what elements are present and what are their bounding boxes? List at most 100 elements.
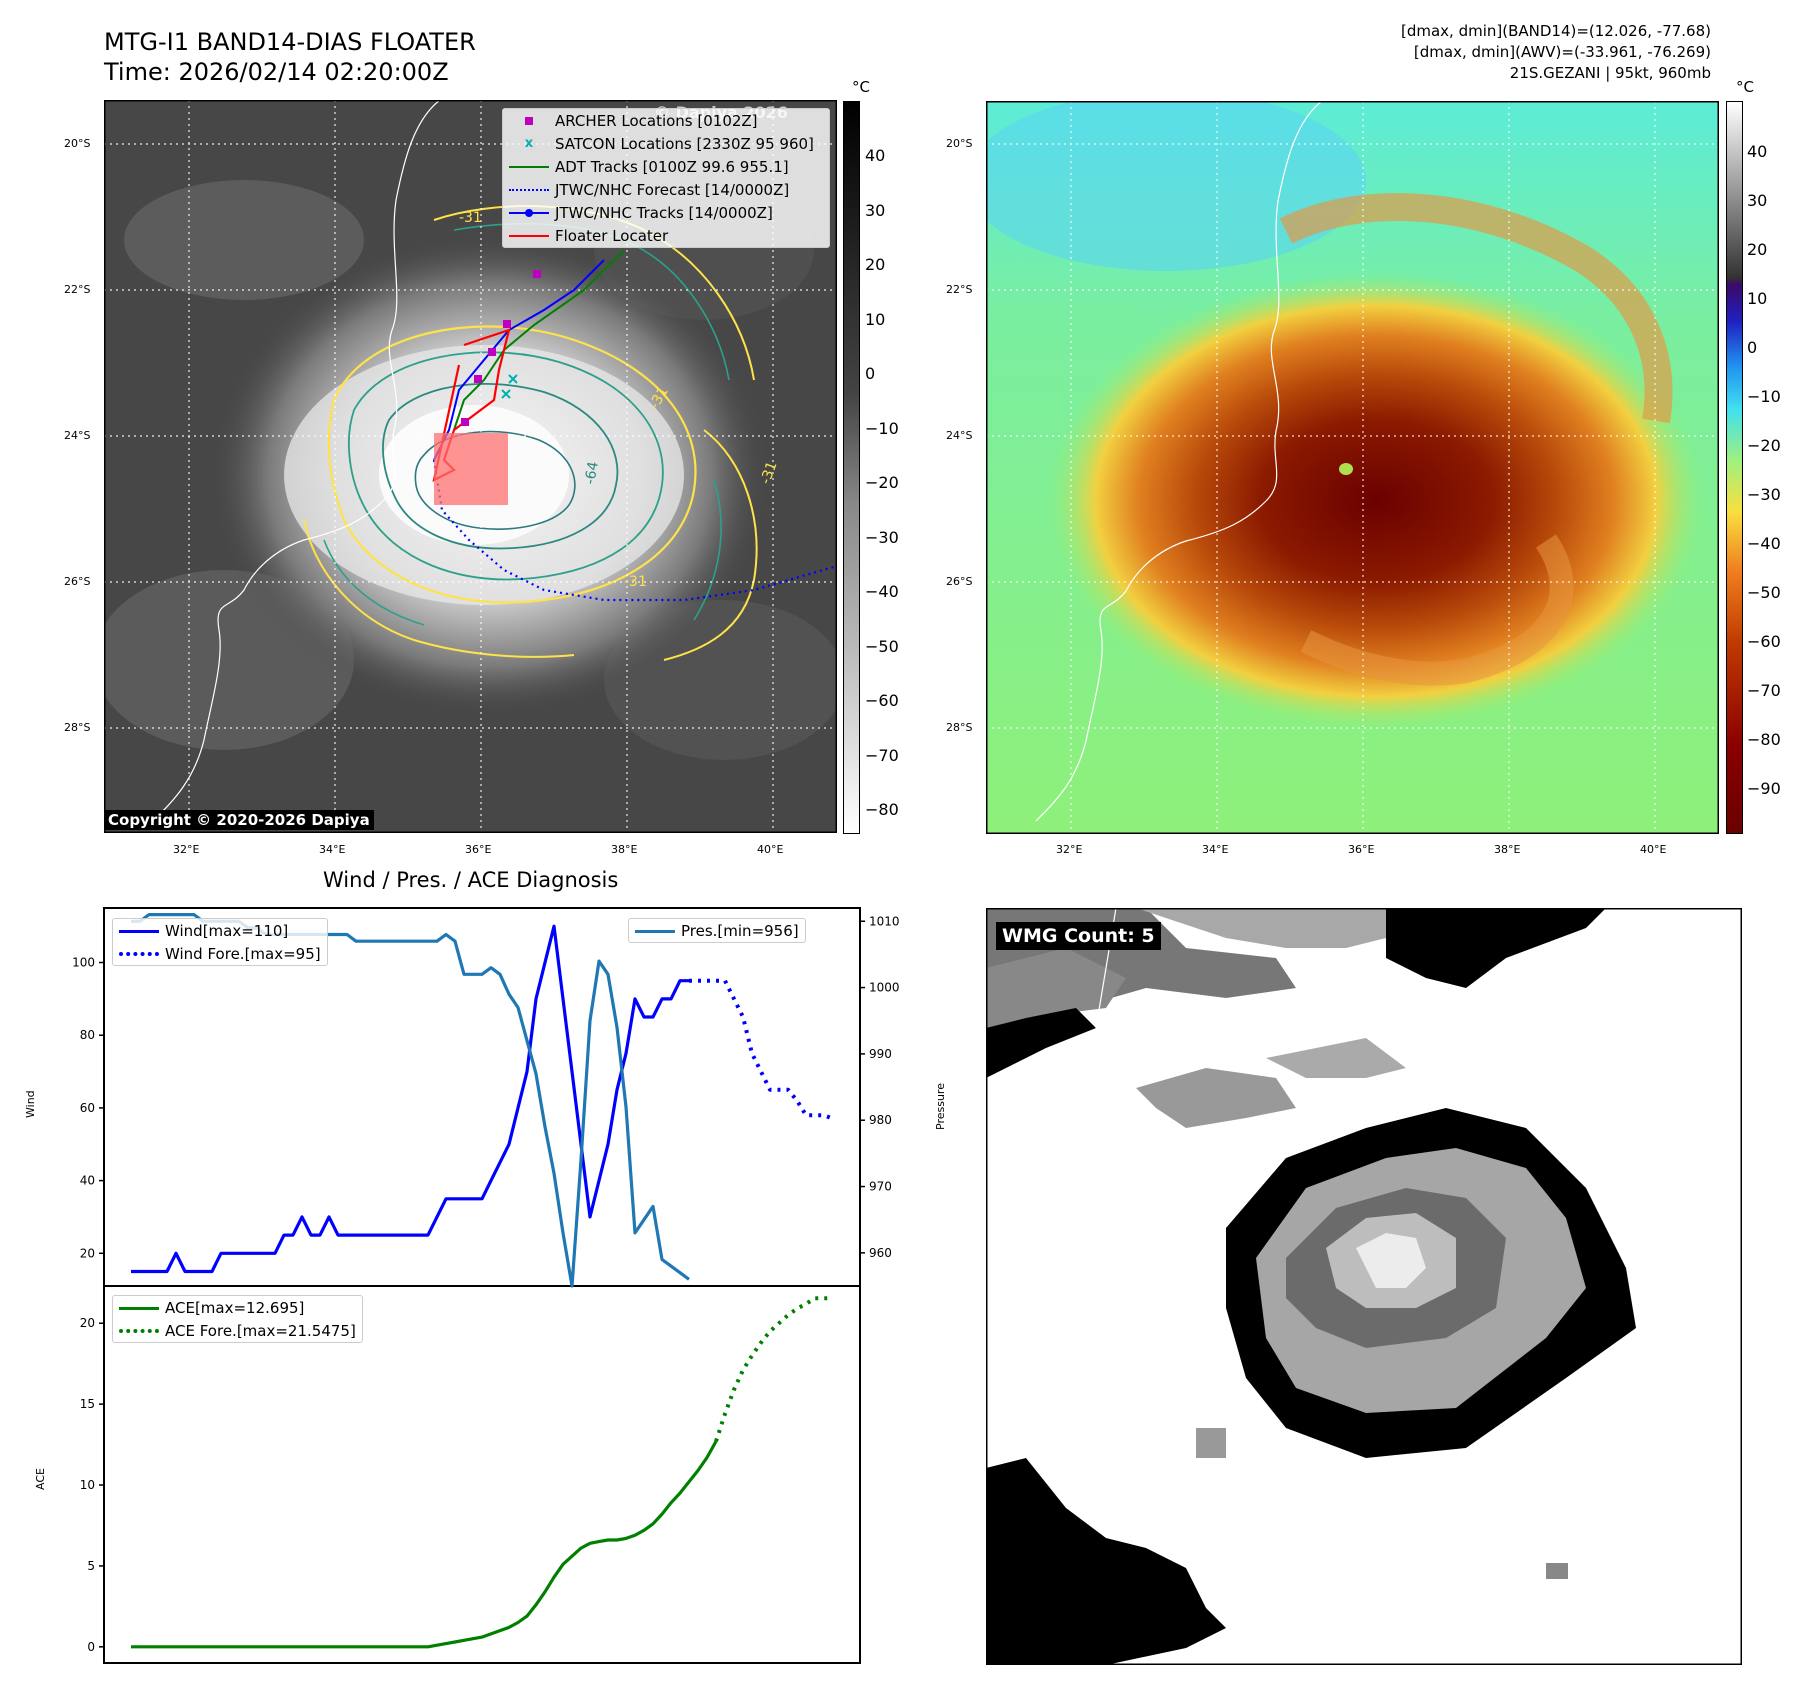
awv-colorbar-tick: −50: [1747, 583, 1781, 602]
wmg-panel: [986, 908, 1742, 1665]
map-tick-label: 24°S: [946, 429, 973, 442]
map-tick-label: 28°S: [946, 721, 973, 734]
storm-summary: 21S.GEZANI | 95kt, 960mb: [1509, 64, 1711, 82]
figure-timestamp: Time: 2026/02/14 02:20:00Z: [104, 58, 449, 86]
ir-colorbar-tick: −30: [865, 527, 899, 547]
pressure-tick-label: 980: [869, 1113, 892, 1127]
contour-label: -31: [758, 459, 781, 486]
ir-colorbar-tick: −50: [865, 636, 899, 656]
awv-colorbar-tick: −90: [1747, 779, 1781, 798]
awv-colorbar-tick: 30: [1747, 191, 1768, 210]
map-tick-label: 40°E: [1640, 843, 1667, 856]
awv-colorbar-tick: 0: [1747, 338, 1758, 357]
map-tick-label: 40°E: [757, 843, 784, 856]
legend-ace-fore: ACE Fore.[max=21.5475]: [113, 1319, 362, 1342]
series-line-pres: [131, 913, 690, 1288]
ir-colorbar-tick: 40: [865, 146, 886, 165]
pressure-tick-label: 1010: [869, 914, 900, 928]
awv-colorbar-tick: −40: [1747, 534, 1781, 553]
awv-colorbar-tick: 20: [1747, 240, 1768, 259]
map-tick-label: 34°E: [319, 843, 346, 856]
map-tick-label: 22°S: [64, 283, 91, 296]
legend-pres: Pres.[min=956]: [629, 919, 805, 942]
pressure-tick-label: 1000: [869, 981, 900, 995]
series-line-ace: [131, 1440, 718, 1649]
floater-box: [434, 433, 508, 505]
legend-wind: Wind[max=110]: [113, 919, 327, 942]
legend-archer: ARCHER Locations [0102Z]: [503, 109, 829, 132]
copyright-label: Copyright © 2020-2026 Dapiya: [104, 810, 374, 830]
ir-colorbar-unit: °C: [852, 78, 870, 96]
diagnosis-title: Wind / Pres. / ACE Diagnosis: [323, 868, 619, 892]
pressure-axis-label: Pressure: [934, 1083, 947, 1130]
jtwc-track: [433, 259, 605, 461]
map-tick-label: 28°S: [64, 721, 91, 734]
map-tick-label: 34°E: [1202, 843, 1229, 856]
map-tick-label: 32°E: [173, 843, 200, 856]
ir-colorbar: [843, 101, 860, 834]
satcon-markers: [501, 374, 518, 399]
awv-stats: [dmax, dmin](AWV)=(-33.961, -76.269): [1413, 43, 1711, 61]
wind-tick-label: 40: [80, 1174, 95, 1188]
legend-adt: ADT Tracks [0100Z 99.6 955.1]: [503, 155, 829, 178]
contour-label: -64: [582, 460, 602, 485]
pressure-tick-label: 970: [869, 1180, 892, 1194]
ace-tick-label: 5: [87, 1559, 95, 1573]
ace-tick-label: 0: [87, 1640, 95, 1654]
awv-colorbar-tick: −30: [1747, 485, 1781, 504]
pressure-legend: Pres.[min=956]: [628, 918, 806, 943]
awv-colorbar-tick: 10: [1747, 289, 1768, 308]
wind-tick-label: 100: [72, 956, 95, 970]
wind-tick-label: 80: [80, 1028, 95, 1042]
map-tick-label: 36°E: [465, 843, 492, 856]
map-tick-label: 22°S: [946, 283, 973, 296]
wind-legend: Wind[max=110] Wind Fore.[max=95]: [112, 918, 328, 966]
wind-axis-label: Wind: [24, 1090, 37, 1118]
ir-colorbar-tick: 10: [865, 309, 886, 329]
ir-coastline: [153, 100, 441, 821]
contour-label: -31: [624, 574, 647, 590]
pressure-tick-label: 990: [869, 1047, 892, 1061]
map-tick-label: 26°S: [946, 575, 973, 588]
series-line-wind: [131, 924, 689, 1274]
legend-jtwc-forecast: JTWC/NHC Forecast [14/0000Z]: [503, 178, 829, 201]
awv-coastline: [1035, 101, 1323, 822]
ace-tick-label: 20: [80, 1316, 95, 1330]
awv-graticule: [986, 101, 1719, 834]
wind-tick-label: 20: [80, 1246, 95, 1260]
ir-colorbar-tick: −10: [865, 418, 899, 438]
series-line-wind-fore: [689, 978, 834, 1121]
figure-title: MTG-I1 BAND14-DIAS FLOATER: [104, 28, 476, 56]
map-tick-label: 26°S: [64, 575, 91, 588]
legend-floater: Floater Locater: [503, 224, 829, 247]
ir-legend: ARCHER Locations [0102Z] x SATCON Locatio…: [502, 108, 830, 248]
ir-colorbar-tick: 20: [865, 255, 886, 274]
awv-colorbar-tick: 40: [1747, 142, 1768, 161]
map-tick-label: 36°E: [1348, 843, 1375, 856]
legend-wind-fore: Wind Fore.[max=95]: [113, 942, 327, 965]
series-line-ace-fore: [714, 1296, 833, 1443]
archer-markers: [461, 270, 541, 426]
ace-legend: ACE[max=12.695] ACE Fore.[max=21.5475]: [112, 1295, 363, 1343]
ir-colorbar-tick: 30: [865, 200, 886, 220]
ir-colorbar-tick: −70: [865, 745, 899, 765]
pressure-tick-label: 960: [869, 1246, 892, 1260]
awv-colorbar-unit: °C: [1736, 78, 1754, 96]
ir-colorbar-tick: −40: [865, 582, 899, 601]
awv-colorbar: [1726, 101, 1743, 834]
wmg-count-label: WMG Count: 5: [996, 922, 1161, 950]
map-tick-label: 24°S: [64, 429, 91, 442]
awv-colorbar-tick: −80: [1747, 730, 1781, 749]
ir-colorbar-tick: −80: [865, 800, 899, 819]
ace-tick-label: 10: [80, 1478, 95, 1492]
map-tick-label: 32°E: [1056, 843, 1083, 856]
awv-map: [986, 101, 1719, 834]
map-tick-label: 20°S: [64, 137, 91, 150]
jtwc-forecast-track: [432, 459, 837, 602]
awv-colorbar-tick: −60: [1747, 632, 1781, 651]
ir-colorbar-tick: −20: [865, 473, 899, 492]
map-tick-label: 20°S: [946, 137, 973, 150]
ace-axis-label: ACE: [34, 1468, 47, 1490]
wind-tick-label: 60: [80, 1101, 95, 1115]
